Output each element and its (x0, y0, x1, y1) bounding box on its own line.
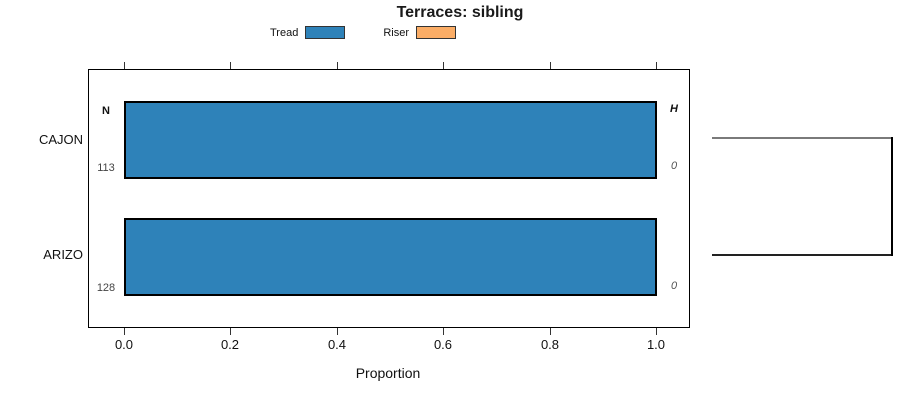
dendrogram-branch-arizo (712, 254, 893, 256)
x-tick-label: 1.0 (646, 337, 666, 352)
x-tick-label: 0.8 (540, 337, 560, 352)
tread-color-swatch (305, 26, 346, 39)
legend-label-riser: Riser (383, 26, 409, 39)
x-tick-label: 0.0 (114, 337, 134, 352)
h-column-header: H (670, 103, 678, 115)
axis-tick (337, 62, 338, 69)
legend-item-riser: Riser (383, 26, 456, 39)
x-tick-label: 0.2 (220, 337, 240, 352)
x-tick-label: 0.4 (327, 337, 347, 352)
axis-tick (550, 328, 551, 335)
category-label-cajon: CAJON (38, 132, 83, 147)
axis-tick (124, 62, 125, 69)
chart-title: Terraces: sibling (396, 4, 524, 21)
dendrogram-branch-cajon (712, 137, 893, 139)
x-axis-title: Proportion (355, 365, 421, 381)
axis-tick (656, 62, 657, 69)
legend: Tread Riser (270, 26, 456, 39)
h-value-cajon: 0 (670, 160, 678, 172)
axis-tick (337, 328, 338, 335)
legend-label-tread: Tread (270, 26, 299, 39)
category-label-arizo: ARIZO (43, 247, 83, 262)
legend-item-tread: Tread (270, 26, 346, 39)
axis-tick (550, 62, 551, 69)
bar-arizo-tread (124, 218, 657, 296)
axis-tick (230, 328, 231, 335)
axis-tick (443, 328, 444, 335)
axis-tick (443, 62, 444, 69)
axis-tick (656, 328, 657, 335)
axis-tick (230, 62, 231, 69)
n-column-header: N (102, 105, 110, 117)
riser-color-swatch (416, 26, 456, 39)
x-tick-label: 0.6 (433, 337, 453, 352)
h-value-arizo: 0 (670, 280, 678, 292)
axis-tick (124, 328, 125, 335)
plot-area: N H 113 0 128 0 (88, 62, 690, 335)
n-value-arizo: 128 (96, 282, 116, 294)
dendrogram-join (891, 137, 893, 256)
n-value-cajon: 113 (97, 162, 115, 174)
bar-cajon-tread (124, 101, 657, 179)
